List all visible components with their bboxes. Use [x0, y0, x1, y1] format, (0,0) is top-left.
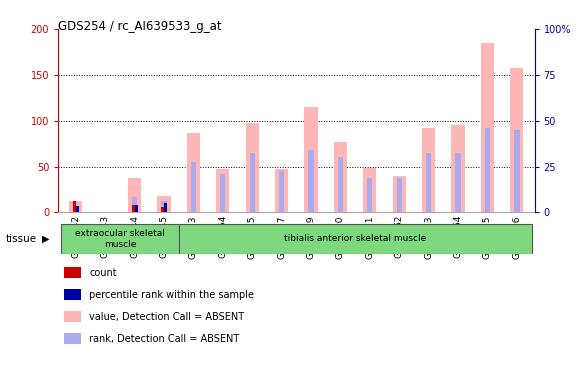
Bar — [393, 176, 406, 212]
Bar — [191, 162, 196, 212]
Bar — [187, 133, 200, 212]
Bar — [246, 123, 259, 212]
Bar — [73, 206, 78, 212]
Bar — [279, 171, 284, 212]
Bar — [397, 178, 402, 212]
Bar — [132, 197, 137, 212]
Bar — [309, 150, 314, 212]
Bar — [69, 201, 83, 212]
Bar — [162, 201, 167, 212]
Bar — [514, 130, 519, 212]
Text: tissue: tissue — [6, 234, 37, 244]
FancyBboxPatch shape — [61, 224, 179, 254]
Text: rank, Detection Call = ABSENT: rank, Detection Call = ABSENT — [89, 333, 239, 344]
Bar — [304, 107, 318, 212]
Text: value, Detection Call = ABSENT: value, Detection Call = ABSENT — [89, 311, 245, 322]
Bar — [510, 68, 523, 212]
Bar — [334, 142, 347, 212]
Bar — [363, 168, 376, 212]
Text: tibialis anterior skeletal muscle: tibialis anterior skeletal muscle — [284, 234, 426, 243]
Text: ▶: ▶ — [42, 234, 49, 244]
Bar — [451, 125, 465, 212]
Bar — [73, 201, 76, 212]
Bar — [422, 128, 435, 212]
Bar — [481, 43, 494, 212]
Bar — [157, 196, 171, 212]
Bar — [485, 128, 490, 212]
Text: percentile rank within the sample: percentile rank within the sample — [89, 290, 254, 300]
Bar — [275, 169, 288, 212]
Bar — [164, 203, 167, 212]
Bar — [132, 205, 135, 212]
FancyBboxPatch shape — [179, 224, 532, 254]
Bar — [220, 174, 225, 212]
Text: extraocular skeletal
muscle: extraocular skeletal muscle — [75, 229, 165, 249]
Bar — [250, 153, 255, 212]
Bar — [76, 206, 78, 212]
Text: GDS254 / rc_AI639533_g_at: GDS254 / rc_AI639533_g_at — [58, 20, 222, 33]
Bar — [367, 178, 372, 212]
Bar — [338, 157, 343, 212]
Bar — [456, 153, 461, 212]
Bar — [161, 207, 164, 212]
Bar — [426, 153, 431, 212]
Bar — [128, 178, 141, 212]
Bar — [216, 169, 229, 212]
Bar — [135, 205, 138, 212]
Text: count: count — [89, 268, 117, 278]
